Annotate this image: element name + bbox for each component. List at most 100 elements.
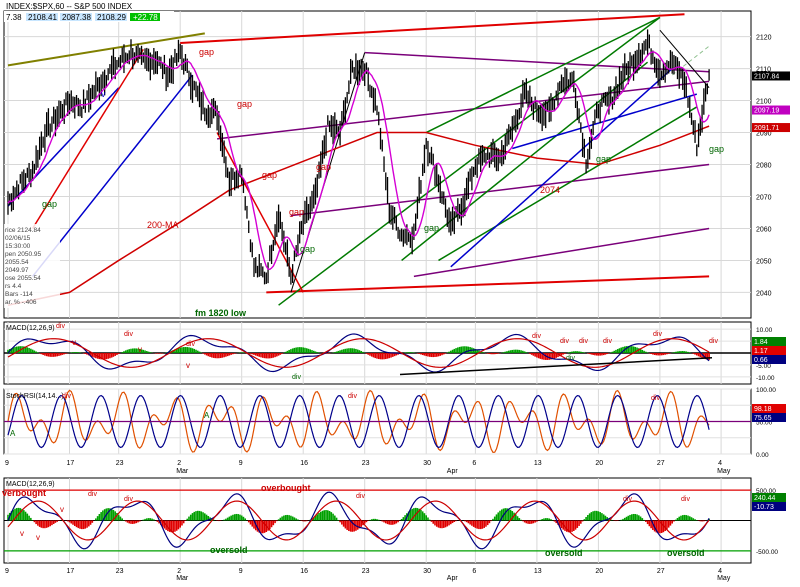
y-tick-label: 2040 [756,290,772,297]
signal-line [7,394,710,449]
v-annotation: v [72,338,76,347]
macd-top-series [4,333,751,376]
y-tick-label: 2070 [756,194,772,201]
x-tick-label: 16 [300,460,308,467]
x-tick-label: 30 [423,460,431,467]
trendline-red [31,48,144,229]
info-box-line: Bars -114 [5,291,33,298]
month-label: May [717,575,731,582]
x-tick-label: 20 [595,568,603,575]
info-box-line: 2049.97 [5,267,29,274]
x-tick-label: 2 [177,568,181,575]
y-tick-label: 2120 [756,35,772,42]
ma200-annotation: 200-MA [147,220,179,230]
month-label: May [717,468,731,475]
indicator-line [7,333,710,373]
x-tick-label: 23 [362,460,370,467]
chart-title: INDEX:$SPX,60 -- S&P 500 INDEX [6,2,133,11]
x-tick-label: 6 [472,568,476,575]
x-tick-label: 23 [116,460,124,467]
y-tick-label: 50.00 [756,420,773,427]
x-tick-label: 4 [718,460,722,467]
v-annotation: v [36,533,40,542]
x-tick-label: 6 [472,460,476,467]
div-annotation: div [623,496,632,503]
div-annotation: div [560,338,569,345]
info-box-line: pen 2050.95 [5,251,42,258]
month-label: Apr [447,575,459,582]
div-annotation: div [709,338,718,345]
gap-annotation: gap [289,207,304,217]
header-value-4-bg [95,13,127,21]
readout-badge [752,346,786,355]
div-annotation: div [579,338,588,345]
x-tick-label: 13 [534,568,542,575]
trendline-purple-mid [217,80,710,140]
trendline-green [438,106,698,262]
trendline-purple-low [290,163,710,217]
gap-annotation: gap [316,162,331,172]
y-tick-label: 2080 [756,163,772,170]
y-tick-label: 2100 [756,99,772,106]
readout-badge [752,502,786,511]
price-level-badge [752,105,790,115]
oversold-annotation: oversold [545,548,583,558]
readout-badge [752,355,786,364]
price-level-label: 2091.71 [754,125,779,132]
trendline-purple-top [364,51,710,73]
x-tick-label: 9 [239,568,243,575]
readout-badge [752,337,786,346]
gap-annotation: gap [424,223,439,233]
v-annotation: v [60,505,64,514]
header-value-1: 7.38 [6,13,22,22]
gap-annotation: gap [262,170,277,180]
y-tick-label: 2050 [756,258,772,265]
trendline-blue [450,68,673,268]
info-box-line: 2055.54 [5,259,29,266]
x-tick-label: 9 [5,460,9,467]
a-annotation: A [204,411,210,420]
stoch-series [4,389,751,453]
readout-badge [752,493,786,502]
x-tick-label: 13 [534,460,542,467]
gap-annotation: gap [596,154,611,164]
trendline-red-top [180,13,685,44]
div-annotation: div [566,355,575,362]
trendline-olive [7,32,205,67]
trendline-black [290,52,366,293]
y-tick-label: 2090 [756,131,772,138]
x-tick-label: 30 [423,568,431,575]
gap-annotation: gap [42,199,57,209]
v-annotation: v [138,345,142,354]
v-annotation: v [186,361,190,370]
readout-label: 1.17 [754,348,768,355]
month-label: Apr [447,468,459,475]
div-annotation: div [186,341,195,348]
fast-ma-line [7,51,710,271]
gap-annotation: gap [709,144,724,154]
gap-annotation: gap [300,244,315,254]
y-tick-label: 10.00 [756,327,773,334]
div-annotation: div [356,493,365,500]
div-annotation: div [62,393,71,400]
trendline-black [399,357,713,376]
stoch-label: StochRSI(14,14...) [6,393,64,400]
x-tick-label: 17 [67,568,75,575]
low-annotation: fm 1820 low [195,308,247,318]
header-value-3: 2087.38 [62,13,91,22]
header-value-2-bg [26,13,58,21]
header-value-2: 2108.41 [28,13,57,22]
macd-bottom-label: MACD(12,26,9) [6,481,55,488]
header-value-3-bg [60,13,92,21]
price-series [7,29,710,285]
div-annotation: div [124,331,133,338]
readout-label: 75.65 [754,415,772,422]
x-tick-label: 16 [300,568,308,575]
signal-line [7,500,710,541]
trendline-green [278,16,661,306]
div-annotation: div [292,374,301,381]
y-tick-label: -500.00 [756,549,778,556]
